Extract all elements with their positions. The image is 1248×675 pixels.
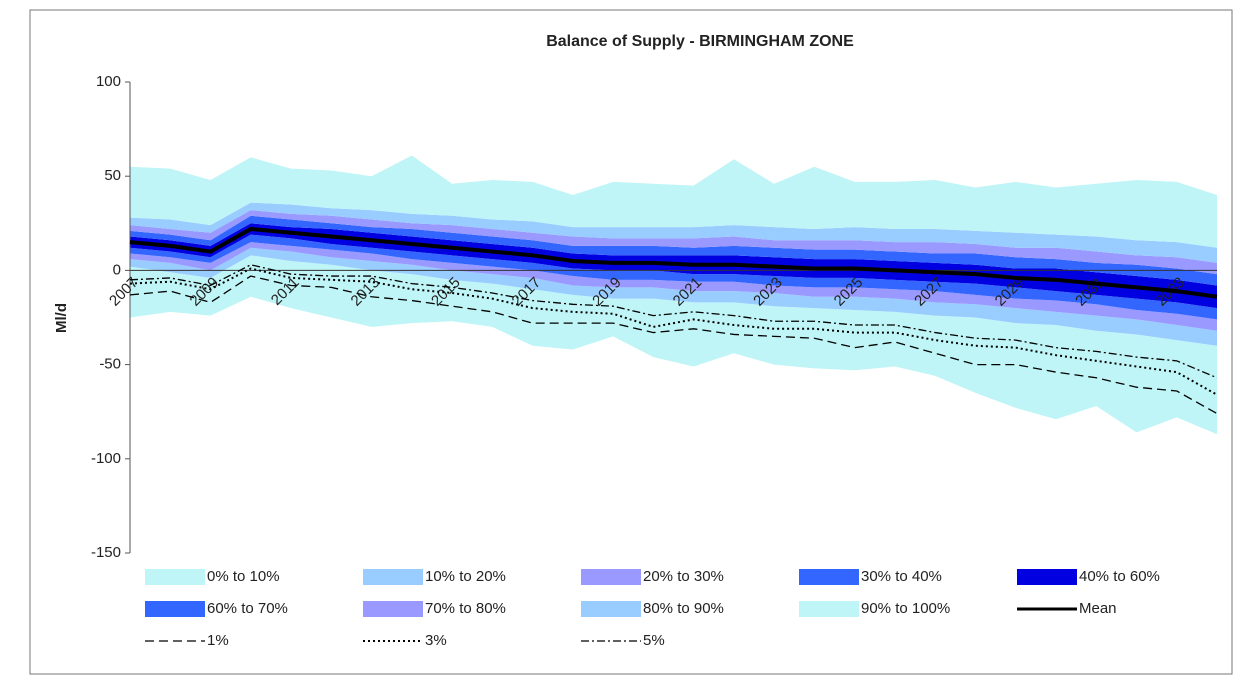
y-tick-label: 100 bbox=[96, 73, 121, 90]
legend-swatch bbox=[799, 601, 859, 617]
fan-band bbox=[130, 155, 1217, 248]
legend-swatch bbox=[363, 601, 423, 617]
y-tick-label: -50 bbox=[99, 356, 121, 373]
legend-swatch bbox=[581, 569, 641, 585]
legend-label: 10% to 20% bbox=[425, 568, 506, 585]
legend-label: 40% to 60% bbox=[1079, 568, 1160, 585]
legend-label: Mean bbox=[1079, 600, 1117, 617]
series-line bbox=[129, 275, 1218, 415]
y-tick-label: 50 bbox=[104, 167, 121, 184]
legend-label: 1% bbox=[207, 632, 229, 649]
fan-band bbox=[130, 234, 1217, 320]
series-line bbox=[129, 264, 1218, 379]
legend-swatch bbox=[145, 601, 205, 617]
y-tick-label: 0 bbox=[113, 261, 121, 278]
fan-band bbox=[130, 247, 1217, 346]
fan-band bbox=[130, 215, 1217, 286]
y-tick-label: -100 bbox=[91, 450, 121, 467]
fan-band bbox=[130, 202, 1217, 263]
legend-label: 70% to 80% bbox=[425, 600, 506, 617]
legend-label: 60% to 70% bbox=[207, 600, 288, 617]
legend-swatch bbox=[581, 601, 641, 617]
legend-label: 20% to 30% bbox=[643, 568, 724, 585]
legend-swatch bbox=[1017, 569, 1077, 585]
legend-swatch bbox=[799, 569, 859, 585]
series-line bbox=[129, 267, 1218, 396]
legend-label: 0% to 10% bbox=[207, 568, 280, 585]
y-tick-label: -150 bbox=[91, 544, 121, 561]
legend-label: 90% to 100% bbox=[861, 600, 950, 617]
legend-label: 3% bbox=[425, 632, 447, 649]
legend-label: 30% to 40% bbox=[861, 568, 942, 585]
y-axis-label: Ml/d bbox=[53, 303, 70, 333]
fan-band bbox=[130, 242, 1217, 331]
legend-label: 5% bbox=[643, 632, 665, 649]
series-line bbox=[129, 226, 1218, 299]
legend-swatch bbox=[363, 569, 423, 585]
chart-title: Balance of Supply - BIRMINGHAM ZONE bbox=[546, 33, 854, 50]
legend-label: 80% to 90% bbox=[643, 600, 724, 617]
legend-swatch bbox=[145, 569, 205, 585]
fan-band bbox=[130, 210, 1217, 275]
